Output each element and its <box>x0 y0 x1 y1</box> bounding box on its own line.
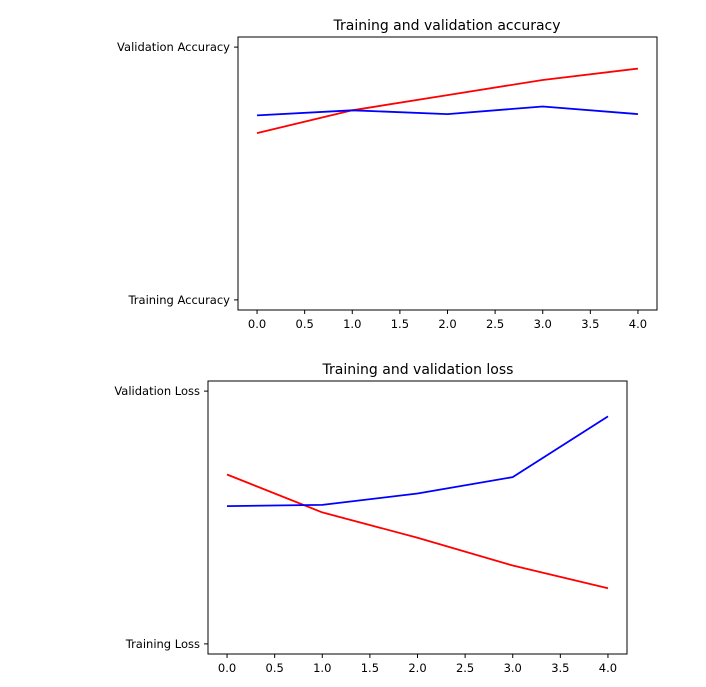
loss-x-tick-label: 3.0 <box>504 661 522 675</box>
loss-y-tick-label: Validation Loss <box>114 384 200 398</box>
loss-x-axis: 0.0 0.5 1.0 1.5 2.0 2.5 3.0 3.5 4.0 <box>218 654 617 675</box>
accuracy-series <box>256 67 639 134</box>
loss-x-tick-label: 4.0 <box>599 661 617 675</box>
accuracy-plot-area <box>237 36 658 311</box>
loss-x-tick-label: 0.0 <box>218 661 236 675</box>
accuracy-series-line-2 <box>256 105 639 117</box>
accuracy-x-tick-label: 4.0 <box>629 317 647 331</box>
loss-y-tick-label: Training Loss <box>125 637 200 651</box>
accuracy-series-line-1 <box>256 67 639 134</box>
loss-x-tick-label: 3.5 <box>551 661 569 675</box>
loss-x-tick-label: 2.5 <box>456 661 474 675</box>
loss-y-axis: Training Loss Validation Loss <box>114 384 208 651</box>
loss-x-tick-label: 2.0 <box>408 661 426 675</box>
loss-series-line-1 <box>226 473 609 590</box>
accuracy-x-tick-label: 0.0 <box>248 317 266 331</box>
loss-x-tick-label: 1.0 <box>313 661 331 675</box>
loss-chart: Training and validation loss 0.0 0.5 1.0 1.… <box>114 362 628 675</box>
loss-x-tick-label: 0.5 <box>266 661 284 675</box>
accuracy-y-tick-label: Validation Accuracy <box>117 40 230 54</box>
accuracy-x-axis: 0.0 0.5 1.0 1.5 2.0 2.5 3.0 3.5 4.0 <box>248 310 647 331</box>
loss-plot-area <box>207 380 628 655</box>
accuracy-x-tick-label: 2.0 <box>438 317 456 331</box>
loss-series-line-2 <box>226 415 609 507</box>
accuracy-y-tick-label: Training Accuracy <box>127 293 230 307</box>
accuracy-chart-title: Training and validation accuracy <box>332 18 560 34</box>
accuracy-x-tick-label: 1.0 <box>343 317 361 331</box>
loss-x-tick-label: 1.5 <box>361 661 379 675</box>
accuracy-x-tick-label: 1.5 <box>391 317 409 331</box>
accuracy-x-tick-label: 2.5 <box>486 317 504 331</box>
accuracy-y-axis: Training Accuracy Validation Accuracy <box>117 40 238 307</box>
accuracy-chart: Training and validation accuracy 0.0 0.5 1… <box>117 18 658 331</box>
loss-chart-title: Training and validation loss <box>322 362 514 378</box>
accuracy-x-tick-label: 0.5 <box>296 317 314 331</box>
loss-series <box>226 415 609 590</box>
accuracy-x-tick-label: 3.5 <box>581 317 599 331</box>
accuracy-x-tick-label: 3.0 <box>534 317 552 331</box>
